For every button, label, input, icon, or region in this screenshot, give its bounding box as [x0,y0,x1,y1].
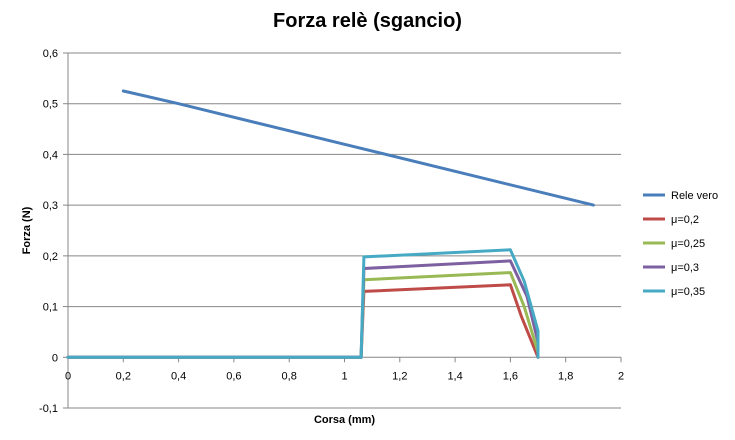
legend-label: μ=0,2 [671,214,699,226]
legend-label: μ=0,3 [671,262,699,274]
legend-label: μ=0,25 [671,238,705,250]
x-tick-label: 0,4 [171,370,186,382]
x-tick-label: 0,2 [116,370,131,382]
legend-label: μ=0,35 [671,286,705,298]
x-tick-label: 1,8 [558,370,573,382]
x-tick-label: 1,4 [447,370,462,382]
y-tick-label: 0,2 [43,251,58,263]
y-tick-label: 0,3 [43,200,58,212]
y-tick-label: -0,1 [39,403,58,415]
x-axis-title: Corsa (mm) [314,414,375,426]
x-tick-label: 0 [65,370,71,382]
series-line-1 [121,89,595,207]
y-tick-label: 0 [52,352,58,364]
series-line-2 [66,283,540,359]
legend-label: Rele vero [671,190,718,202]
y-tick-label: 0,1 [43,302,58,314]
y-tick-label: 0,4 [43,149,58,161]
chart-title: Forza relè (sgancio) [273,10,462,32]
x-tick-label: 1 [341,370,347,382]
y-axis-title: Forza (N) [21,206,33,254]
x-tick-label: 1,6 [503,370,518,382]
x-tick-label: 0,6 [226,370,241,382]
y-tick-label: 0,6 [43,48,58,60]
x-tick-label: 0,8 [282,370,297,382]
x-tick-label: 1,2 [392,370,407,382]
series-line-5 [66,248,540,359]
y-tick-label: 0,5 [43,99,58,111]
x-tick-label: 2 [618,370,624,382]
